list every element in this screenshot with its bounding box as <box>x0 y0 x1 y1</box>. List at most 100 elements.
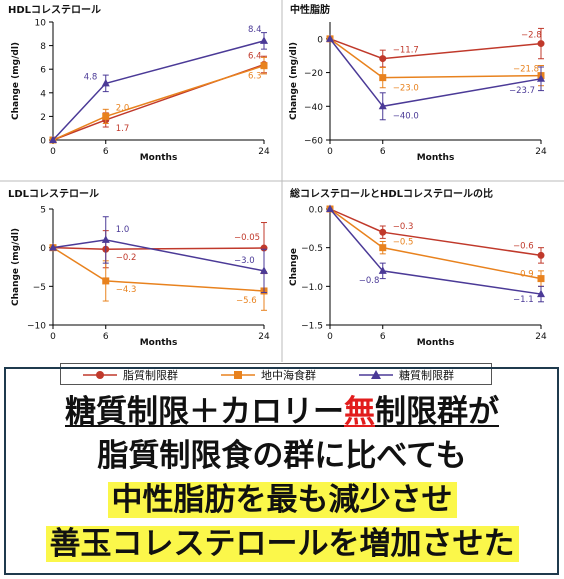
data-point-square <box>537 275 545 283</box>
data-point-triangle <box>537 289 545 298</box>
data-label: −0.05 <box>234 233 260 243</box>
data-point-triangle <box>49 135 57 143</box>
legend-item-mediterranean: 地中海食群 <box>221 367 316 383</box>
y-axis-label: Change <box>289 248 299 286</box>
y-tick-label: −20 <box>304 69 323 79</box>
y-tick-label: −1.5 <box>301 322 323 332</box>
data-point-circle <box>537 40 545 48</box>
legend-label: 脂質制限群 <box>123 369 178 382</box>
data-point-triangle <box>260 36 268 44</box>
x-axis-label: Months <box>417 153 455 163</box>
chart-title: HDLコレステロール <box>8 4 101 16</box>
data-label: 6.4 <box>248 51 262 61</box>
series-line <box>52 239 265 272</box>
y-tick-label: −0.5 <box>301 244 323 254</box>
message-line-1c: 制限群が <box>375 394 499 430</box>
x-tick-label: 6 <box>103 332 109 342</box>
x-tick-label: 0 <box>327 332 333 342</box>
data-label: −0.6 <box>513 241 534 251</box>
square-marker-icon <box>221 371 255 379</box>
message-line-4: 善玉コレステロールを増加させた <box>0 525 564 563</box>
message-line-1: 糖質制限＋カロリー無制限群が <box>0 393 564 431</box>
x-tick-label: 6 <box>380 147 386 157</box>
data-point-triangle <box>326 204 334 212</box>
message-line-4-text: 善玉コレステロールを増加させた <box>45 526 519 562</box>
y-tick-label: −10 <box>27 322 46 332</box>
message-line-1b: 無 <box>344 394 375 430</box>
chart-panel-3: LDLコレステロール −10 −5 0 5 0 6 24 Months Change (mg/dl… <box>8 188 270 348</box>
y-tick-label: −5 <box>33 283 46 293</box>
data-label: −2.8 <box>521 31 542 41</box>
data-point-circle <box>379 55 387 63</box>
data-point-circle <box>537 251 545 259</box>
data-point-square <box>102 112 110 120</box>
data-point-triangle <box>326 34 334 42</box>
y-tick-label: 5 <box>40 206 46 216</box>
data-point-triangle <box>101 235 110 243</box>
data-point-triangle <box>378 266 387 274</box>
chart-title: 総コレステロールとHDLコレステロールの比 <box>290 187 493 200</box>
y-axis-label: Change (mg/dl) <box>11 228 21 306</box>
data-label: 1.0 <box>116 225 130 235</box>
data-label: −0.5 <box>393 238 414 248</box>
data-label: −21.8 <box>513 65 539 75</box>
x-tick-label: 0 <box>50 147 56 157</box>
x-tick-label: 6 <box>103 147 109 157</box>
data-label: −23.0 <box>393 84 419 94</box>
data-label: 6.3 <box>248 72 262 82</box>
data-label: −1.1 <box>513 295 534 305</box>
data-label: −0.2 <box>116 253 137 263</box>
series-line <box>52 246 265 250</box>
data-label: −23.7 <box>509 86 535 96</box>
message-line-3: 中性脂肪を最も減少させ <box>0 481 564 519</box>
chart-panel-2: 中性脂肪 −60 −40 −20 0 0 6 24 Months Change (mg/dl) −1… <box>289 3 547 163</box>
y-tick-label: 0 <box>40 244 46 254</box>
legend-label: 地中海食群 <box>261 369 316 382</box>
message-line-2: 脂質制限食の群に比べても <box>97 438 467 474</box>
y-tick-label: 0.0 <box>309 206 324 216</box>
data-point-square <box>102 277 110 285</box>
x-tick-label: 0 <box>50 332 56 342</box>
circle-marker-icon <box>83 371 117 379</box>
y-tick-label: 6 <box>40 66 46 76</box>
data-label: −40.0 <box>393 111 419 121</box>
legend-item-fat-restricted: 脂質制限群 <box>83 367 178 383</box>
data-label: 4.8 <box>84 72 98 82</box>
x-tick-label: 6 <box>380 332 386 342</box>
data-label: −0.8 <box>359 276 380 286</box>
data-point-triangle <box>537 74 545 82</box>
chart-title: 中性脂肪 <box>290 3 330 16</box>
legend-label: 糖質制限群 <box>399 369 454 382</box>
x-tick-label: 24 <box>535 332 547 342</box>
legend-item-carb-restricted: 糖質制限群 <box>359 367 454 383</box>
data-point-circle <box>260 244 268 252</box>
data-point-circle <box>379 228 387 236</box>
y-axis-label: Change (mg/dl) <box>289 42 299 120</box>
message-line-3-text: 中性脂肪を最も減少させ <box>107 482 457 518</box>
data-point-square <box>260 62 268 70</box>
chart-panel-4: 総コレステロールとHDLコレステロールの比 −1.5 −1.0 −0.5 0.0 0 6 24… <box>289 187 547 348</box>
series-line <box>329 38 542 108</box>
y-tick-label: 2 <box>40 113 46 123</box>
triangle-marker-icon <box>359 370 393 379</box>
y-tick-label: −1.0 <box>301 283 323 293</box>
message-box <box>4 367 559 575</box>
message-line-1a: 糖質制限＋カロリー <box>65 394 344 430</box>
x-axis-label: Months <box>140 153 178 163</box>
x-axis-label: Months <box>417 338 455 348</box>
series-line <box>52 247 265 292</box>
series-line <box>329 208 542 280</box>
y-tick-label: 4 <box>40 89 46 99</box>
x-tick-label: 24 <box>258 147 270 157</box>
data-point-square <box>379 244 387 252</box>
series-line <box>329 38 542 60</box>
x-tick-label: 24 <box>535 147 547 157</box>
data-label: −11.7 <box>393 46 419 56</box>
data-label: −0.3 <box>393 222 414 232</box>
x-tick-label: 0 <box>327 147 333 157</box>
data-label: 2.0 <box>116 103 130 113</box>
data-label: −5.6 <box>236 296 257 306</box>
data-label: −3.0 <box>234 256 255 266</box>
